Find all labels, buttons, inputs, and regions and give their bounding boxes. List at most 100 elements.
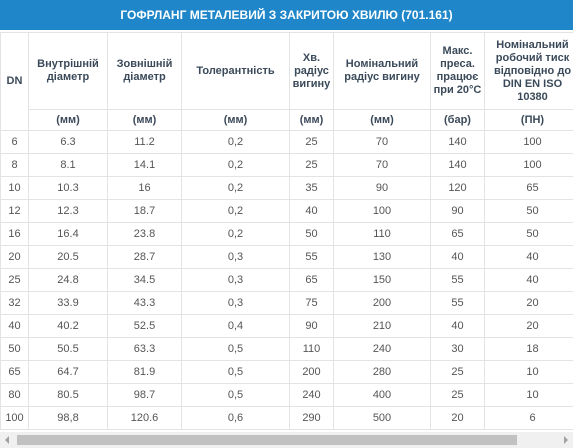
cell: 18 — [484, 337, 573, 361]
scroll-arrows — [5, 436, 568, 444]
cell: 280 — [333, 360, 431, 384]
data-row: 25 24.8 34.5 0,3 65 150 55 40 — [0, 268, 573, 292]
column-header: Номінальний робочий тиск відповідно до D… — [484, 32, 573, 110]
cell: 20 — [484, 314, 573, 338]
cell: 140 — [430, 130, 485, 154]
cell: 200 — [289, 360, 334, 384]
cell: 23.8 — [107, 222, 182, 246]
cell: 28.7 — [107, 245, 182, 269]
cell: 20 — [430, 406, 485, 430]
cell: 400 — [333, 383, 431, 407]
unit-label: (мм) — [28, 109, 108, 131]
scroll-left-arrow[interactable] — [5, 436, 9, 444]
cell: 90 — [430, 199, 485, 223]
cell: 110 — [289, 337, 334, 361]
cell: 290 — [289, 406, 334, 430]
cell: 80.5 — [28, 383, 108, 407]
cell: 12.3 — [28, 199, 108, 223]
scroll-thumb[interactable] — [17, 435, 517, 445]
cell: 50.5 — [28, 337, 108, 361]
cell: 34.5 — [107, 268, 182, 292]
cell: 25 — [430, 383, 485, 407]
cell: 40 — [484, 245, 573, 269]
data-row: 16 16.4 23.8 0,2 50 110 65 50 — [0, 222, 573, 246]
cell: 16 — [0, 222, 29, 246]
cell: 55 — [430, 268, 485, 292]
cell: 0,5 — [181, 337, 290, 361]
cell: 120.6 — [107, 406, 182, 430]
cell: 25 — [289, 153, 334, 177]
cell: 64.7 — [28, 360, 108, 384]
cell: 8.1 — [28, 153, 108, 177]
unit-label: (мм) — [181, 109, 290, 131]
column-header: Зовнішній діаметр — [107, 32, 182, 110]
cell: 70 — [333, 130, 431, 154]
cell: 63.3 — [107, 337, 182, 361]
cell: 20 — [0, 245, 29, 269]
cell: 33.9 — [28, 291, 108, 315]
cell: 6 — [484, 406, 573, 430]
column-header: Внутрішній діаметр — [28, 32, 108, 110]
cell: 75 — [289, 291, 334, 315]
cell: 55 — [289, 245, 334, 269]
table-title: ГОФРЛАНГ МЕТАЛЕВИЙ З ЗАКРИТОЮ ХВИЛЮ (701… — [0, 0, 573, 32]
cell: 20 — [484, 291, 573, 315]
cell: 40.2 — [28, 314, 108, 338]
cell: 50 — [0, 337, 29, 361]
cell: 55 — [430, 291, 485, 315]
data-row: 10 10.3 16 0,2 35 90 120 65 — [0, 176, 573, 200]
cell: 0,3 — [181, 268, 290, 292]
cell: 100 — [333, 199, 431, 223]
unit-label: (мм) — [333, 109, 431, 131]
data-row: 50 50.5 63.3 0,5 110 240 30 18 — [0, 337, 573, 361]
unit-label: (мм) — [107, 109, 182, 131]
data-row: 12 12.3 18.7 0,2 40 100 90 50 — [0, 199, 573, 223]
cell: 50 — [484, 199, 573, 223]
cell: 24.8 — [28, 268, 108, 292]
spec-table: DN Внутрішній діаметр Зовнішній діаметр Тол… — [0, 32, 573, 430]
data-row: 65 64.7 81.9 0,5 200 280 25 10 — [0, 360, 573, 384]
cell: 50 — [289, 222, 334, 246]
cell: 18.7 — [107, 199, 182, 223]
cell: 40 — [430, 245, 485, 269]
cell: 0,2 — [181, 153, 290, 177]
cell: 30 — [430, 337, 485, 361]
cell: 40 — [430, 314, 485, 338]
data-row: 6 6.3 11.2 0,2 25 70 140 100 — [0, 130, 573, 154]
unit-label: (бар) — [430, 109, 485, 131]
cell: 240 — [289, 383, 334, 407]
cell: 32 — [0, 291, 29, 315]
cell: 240 — [333, 337, 431, 361]
cell: 98.7 — [107, 383, 182, 407]
cell: 120 — [430, 176, 485, 200]
scroll-right-arrow[interactable] — [564, 436, 568, 444]
cell: 100 — [484, 153, 573, 177]
cell: 100 — [484, 130, 573, 154]
data-row: 8 8.1 14.1 0,2 25 70 140 100 — [0, 153, 573, 177]
cell: 100 — [0, 406, 29, 430]
cell: 110 — [333, 222, 431, 246]
column-header: DN — [0, 32, 29, 131]
cell: 6 — [0, 130, 29, 154]
cell: 0,2 — [181, 176, 290, 200]
cell: 200 — [333, 291, 431, 315]
cell: 43.3 — [107, 291, 182, 315]
cell: 40 — [484, 268, 573, 292]
cell: 70 — [333, 153, 431, 177]
data-row: 20 20.5 28.7 0,3 55 130 40 40 — [0, 245, 573, 269]
cell: 0,5 — [181, 383, 290, 407]
column-header: Хв. радіус вигину — [289, 32, 334, 110]
cell: 6.3 — [28, 130, 108, 154]
cell: 10 — [484, 383, 573, 407]
data-row: 100 98,8 120.6 0,6 290 500 20 6 — [0, 406, 573, 430]
cell: 81.9 — [107, 360, 182, 384]
cell: 25 — [0, 268, 29, 292]
unit-label: (мм) — [289, 109, 334, 131]
cell: 40 — [289, 199, 334, 223]
cell: 40 — [0, 314, 29, 338]
cell: 25 — [289, 130, 334, 154]
table-wrapper: DN Внутрішній діаметр Зовнішній діаметр Тол… — [0, 32, 573, 430]
horizontal-scrollbar[interactable] — [0, 432, 573, 448]
column-header: Номінальний радіус вигину — [333, 32, 431, 110]
